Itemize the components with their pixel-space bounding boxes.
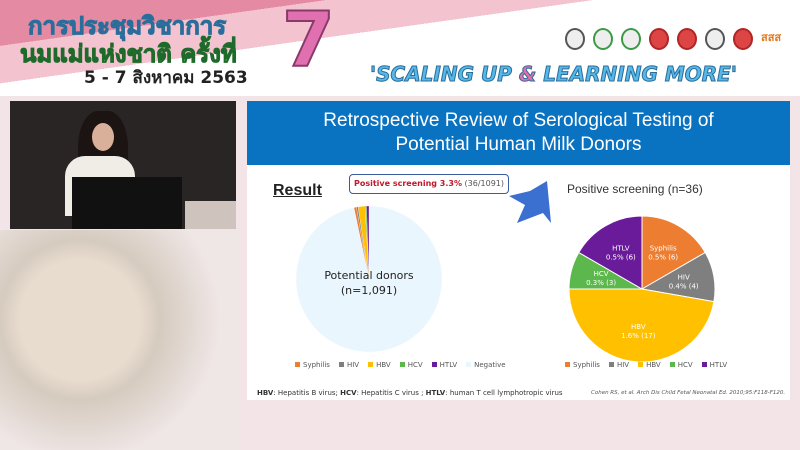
legend-item-hiv: HIV	[608, 361, 629, 369]
slice-value-label: 1.6% (17)	[621, 332, 656, 340]
center-label-n: (n=1,091)	[341, 284, 397, 297]
legend-swatch	[431, 362, 437, 367]
pie-slice-htlv	[366, 205, 370, 280]
thaihealth-logo: สสส	[761, 31, 782, 44]
legend-item-hbv: HBV	[638, 361, 661, 369]
podium	[72, 177, 182, 229]
left-legend: Syphilis HIV HBV HCV HTLV Negative	[295, 361, 506, 369]
legend-swatch	[338, 362, 344, 367]
citation: Cohen RS, et al. Arch Dis Child Fetal Ne…	[591, 390, 786, 396]
conference-banner: การประชุมวิชาการ นมแม่แห่งชาติ ครั้งที่ …	[0, 0, 800, 96]
legend-item-syphilis: Syphilis	[295, 361, 330, 369]
logo-icon	[705, 28, 725, 50]
speaker-video	[10, 101, 236, 229]
legend-swatch	[669, 362, 675, 367]
result-heading: Result	[273, 182, 322, 199]
pie-slice-syphilis	[641, 215, 706, 290]
banner-number: 7	[281, 0, 336, 84]
legend-item-hcv: HCV	[399, 361, 423, 369]
pie-slice-htlv	[578, 215, 643, 290]
right-legend: Syphilis HIV HBV HCV HTLV	[565, 361, 727, 369]
legend-item-htlv: HTLV	[431, 361, 457, 369]
legend-swatch	[295, 362, 300, 367]
pie-slice-hbv	[568, 288, 715, 363]
banner-dates: 5 - 7 สิงหาคม 2563	[84, 68, 248, 88]
child-photo-overlay	[185, 201, 236, 229]
slice-label: HIV	[678, 274, 690, 282]
slice-value-label: 0.5% (6)	[606, 253, 636, 261]
logo-icon	[565, 28, 585, 50]
slice-label: HTLV	[612, 244, 630, 252]
legend-swatch	[399, 362, 405, 367]
sponsor-logos: สสส	[565, 28, 785, 50]
logo-icon	[593, 28, 613, 50]
speaker-face	[92, 123, 114, 151]
center-label: Potential donors	[324, 269, 414, 282]
logo-icon	[677, 28, 697, 50]
logo-icon	[733, 28, 753, 50]
legend-item-syphilis: Syphilis	[565, 361, 600, 369]
slice-value-label: 0.5% (6)	[648, 253, 678, 261]
legend-swatch	[701, 362, 707, 367]
presentation-slide: Retrospective Review of Serological Test…	[247, 101, 790, 400]
legend-swatch	[368, 362, 374, 367]
slice-value-label: 0.3% (3)	[586, 279, 616, 287]
positive-screening-callout: Positive screening 3.3% (36/1091)	[349, 174, 509, 194]
legend-swatch	[466, 362, 472, 367]
legend-item-hcv: HCV	[669, 361, 693, 369]
banner-thai-line2: นมแม่แห่งชาติ ครั้งที่	[20, 40, 238, 69]
banner-slogan: 'SCALING UP & LEARNING MORE'	[370, 62, 738, 87]
child-photo-background	[0, 230, 240, 450]
legend-swatch	[608, 362, 614, 367]
banner-thai-line1: การประชุมวิชาการ	[27, 12, 227, 41]
slice-label: HBV	[631, 323, 646, 331]
arrow-icon	[509, 181, 551, 223]
legend-item-negative: Negative	[466, 361, 506, 369]
footnote: HBV: Hepatitis B virus; HCV: Hepatitis C…	[257, 389, 563, 397]
slice-label: HCV	[594, 270, 609, 278]
logo-icon	[621, 28, 641, 50]
legend-swatch	[638, 362, 644, 367]
legend-swatch	[565, 362, 570, 367]
slice-value-label: 0.4% (4)	[669, 283, 699, 291]
slice-label: Syphilis	[650, 244, 677, 252]
right-chart-title: Positive screening (n=36)	[567, 182, 703, 196]
slide-title: Retrospective Review of Serological Test…	[247, 101, 790, 165]
logo-icon	[649, 28, 669, 50]
legend-item-hbv: HBV	[368, 361, 391, 369]
legend-item-htlv: HTLV	[701, 361, 727, 369]
legend-item-hiv: HIV	[338, 361, 359, 369]
